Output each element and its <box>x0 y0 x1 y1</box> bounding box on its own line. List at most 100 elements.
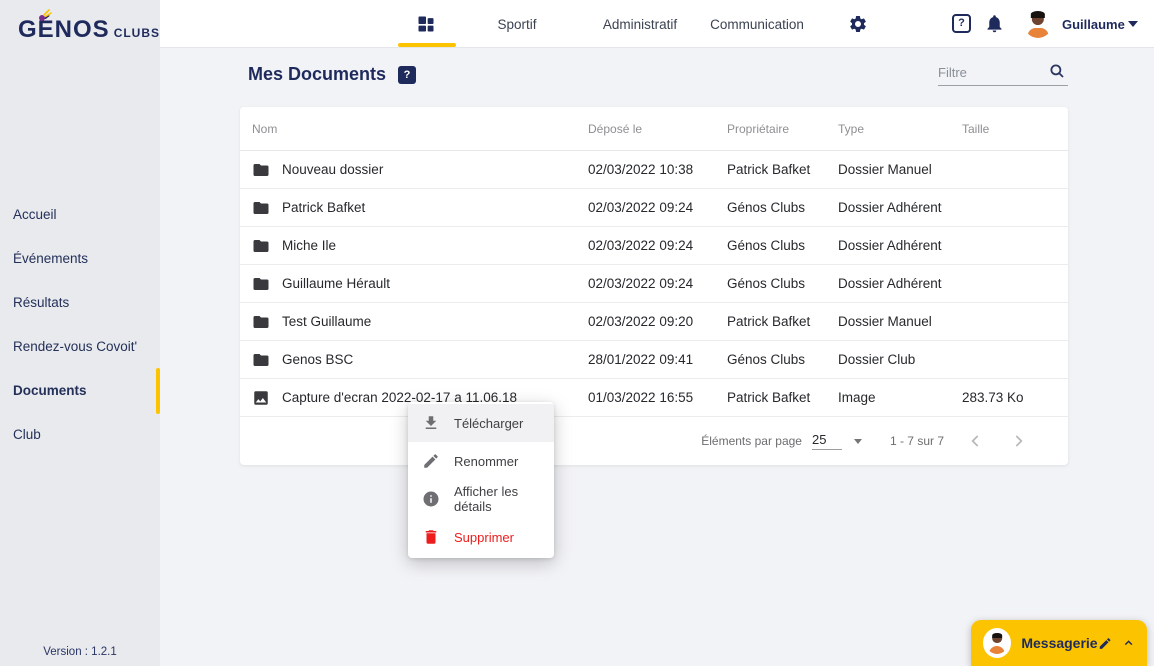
doc-size: 283.73 Ko <box>962 390 1068 405</box>
menu-item-label: Afficher les détails <box>454 484 554 514</box>
page-size-value: 25 <box>812 432 842 450</box>
filter-box <box>938 60 1068 86</box>
tab-communication[interactable]: Communication <box>710 17 804 32</box>
table-header-row: Nom Déposé le Propriétaire Type Taille <box>240 107 1068 151</box>
brand-logo[interactable]: GÉNOS CLUBS <box>18 16 160 44</box>
shuttlecock-icon <box>38 8 52 22</box>
brand-name-primary: GÉNOS <box>18 16 110 43</box>
settings-gear-icon[interactable] <box>848 14 868 34</box>
table-row[interactable]: Capture d'ecran 2022-02-17 a 11.06.18 01… <box>240 379 1068 417</box>
doc-date: 01/03/2022 16:55 <box>588 390 727 405</box>
sidebar-item-resultats[interactable]: Résultats <box>0 281 160 325</box>
user-name[interactable]: Guillaume <box>1062 17 1125 32</box>
col-header-depose-le[interactable]: Déposé le <box>588 122 727 136</box>
collapse-chevron-icon[interactable] <box>1122 636 1135 650</box>
sidebar-item-club[interactable]: Club <box>0 413 160 457</box>
sidebar-nav: Accueil Événements Résultats Rendez-vous… <box>0 193 160 457</box>
user-menu-caret-icon[interactable] <box>1128 21 1138 27</box>
table-pagination: Éléments par page 25 1 - 7 sur 7 <box>240 417 1068 465</box>
doc-type: Dossier Adhérent <box>838 276 962 291</box>
doc-date: 02/03/2022 09:24 <box>588 200 727 215</box>
folder-icon <box>252 275 270 293</box>
next-page-icon[interactable] <box>1008 431 1028 451</box>
col-header-nom[interactable]: Nom <box>240 122 588 136</box>
doc-owner: Patrick Bafket <box>727 162 838 177</box>
search-icon[interactable] <box>1048 62 1066 80</box>
download-icon <box>422 414 440 432</box>
doc-type: Dossier Adhérent <box>838 238 962 253</box>
col-header-type[interactable]: Type <box>838 122 962 136</box>
menu-item-label: Supprimer <box>454 530 514 545</box>
brand-name-secondary: CLUBS <box>114 26 160 40</box>
doc-date: 02/03/2022 09:20 <box>588 314 727 329</box>
doc-name: Guillaume Hérault <box>282 276 390 291</box>
messenger-avatar-person <box>986 632 1008 654</box>
avatar-head <box>992 634 1002 643</box>
tab-sportif[interactable]: Sportif <box>497 17 536 32</box>
messenger-widget[interactable]: Messagerie <box>971 620 1147 666</box>
doc-owner: Génos Clubs <box>727 200 838 215</box>
doc-owner: Patrick Bafket <box>727 314 838 329</box>
folder-icon <box>252 161 270 179</box>
page-size-caret-icon <box>854 439 862 444</box>
folder-icon <box>252 351 270 369</box>
sidebar-item-documents-label: Documents <box>13 383 87 398</box>
menu-item-renommer[interactable]: Renommer <box>408 442 554 480</box>
doc-name: Miche Ile <box>282 238 336 253</box>
notifications-bell-icon[interactable] <box>984 13 1005 34</box>
doc-name: Patrick Bafket <box>282 200 365 215</box>
table-row[interactable]: Guillaume Hérault 02/03/2022 09:24 Génos… <box>240 265 1068 303</box>
doc-owner: Génos Clubs <box>727 238 838 253</box>
folder-icon <box>252 313 270 331</box>
col-header-taille[interactable]: Taille <box>962 122 1068 136</box>
menu-item-afficher-details[interactable]: Afficher les détails <box>408 480 554 518</box>
menu-item-supprimer[interactable]: Supprimer <box>408 518 554 556</box>
sidebar-item-rendez-vous-covoit[interactable]: Rendez-vous Covoit' <box>0 325 160 369</box>
table-row[interactable]: Miche Ile 02/03/2022 09:24 Génos Clubs D… <box>240 227 1068 265</box>
doc-date: 02/03/2022 09:24 <box>588 238 727 253</box>
trash-icon <box>422 528 440 546</box>
doc-owner: Génos Clubs <box>727 276 838 291</box>
menu-item-label: Télécharger <box>454 416 523 431</box>
avatar-body <box>989 646 1005 654</box>
table-row[interactable]: Genos BSC 28/01/2022 09:41 Génos Clubs D… <box>240 341 1068 379</box>
table-row[interactable]: Patrick Bafket 02/03/2022 09:24 Génos Cl… <box>240 189 1068 227</box>
previous-page-icon[interactable] <box>966 431 986 451</box>
doc-owner: Génos Clubs <box>727 352 838 367</box>
doc-name: Test Guillaume <box>282 314 371 329</box>
documents-table: Nom Déposé le Propriétaire Type Taille N… <box>240 107 1068 465</box>
table-row[interactable]: Nouveau dossier 02/03/2022 10:38 Patrick… <box>240 151 1068 189</box>
table-row[interactable]: Test Guillaume 02/03/2022 09:20 Patrick … <box>240 303 1068 341</box>
doc-date: 28/01/2022 09:41 <box>588 352 727 367</box>
sidebar-item-documents[interactable]: Documents <box>0 369 160 413</box>
avatar-head <box>1032 13 1044 25</box>
top-bar: Sportif Administratif Communication ? Gu… <box>160 0 1154 48</box>
info-icon <box>422 490 440 508</box>
messenger-avatar <box>983 628 1011 658</box>
avatar-body <box>1028 28 1049 38</box>
user-avatar[interactable] <box>1024 10 1052 38</box>
active-indicator-bar <box>156 368 160 414</box>
compose-pencil-icon[interactable] <box>1098 636 1112 651</box>
image-file-icon <box>252 389 270 407</box>
page-help-icon[interactable]: ? <box>398 66 416 84</box>
menu-item-label: Renommer <box>454 454 518 469</box>
col-header-proprietaire[interactable]: Propriétaire <box>727 122 838 136</box>
page-title: Mes Documents <box>248 64 386 85</box>
doc-type: Dossier Club <box>838 352 962 367</box>
active-tab-underline <box>398 43 456 47</box>
dashboard-icon[interactable] <box>416 14 436 34</box>
folder-icon <box>252 237 270 255</box>
main-content: Mes Documents ? Nom Déposé le Propriétai… <box>160 48 1154 666</box>
doc-name: Genos BSC <box>282 352 353 367</box>
sidebar-item-evenements[interactable]: Événements <box>0 237 160 281</box>
doc-type: Image <box>838 390 962 405</box>
doc-type: Dossier Adhérent <box>838 200 962 215</box>
page-size-select[interactable]: 25 <box>812 432 862 450</box>
help-icon[interactable]: ? <box>952 14 971 33</box>
app-version: Version : 1.2.1 <box>0 646 160 658</box>
menu-item-telecharger[interactable]: Télécharger <box>408 404 554 442</box>
sidebar-item-accueil[interactable]: Accueil <box>0 193 160 237</box>
tab-administratif[interactable]: Administratif <box>603 17 677 32</box>
pencil-icon <box>422 452 440 470</box>
